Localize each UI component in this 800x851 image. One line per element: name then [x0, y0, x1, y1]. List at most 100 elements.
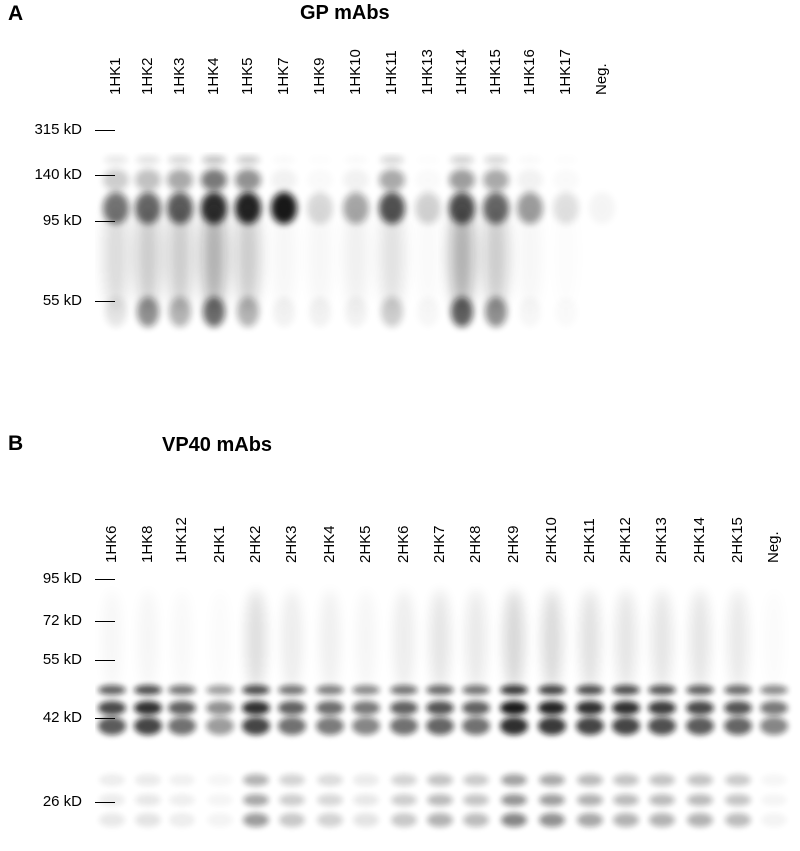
blot-band	[449, 169, 475, 191]
blot-band	[576, 717, 604, 735]
blot-band	[352, 701, 380, 715]
blot-band	[242, 717, 270, 735]
blot-band	[391, 774, 417, 786]
panel-b-title: VP40 mAbs	[162, 434, 273, 456]
blot-band	[104, 156, 128, 164]
blot-band	[390, 717, 418, 735]
panel_a-lane-label: 1HK1	[107, 57, 124, 95]
panel_b-marker-label: 42 kD	[42, 709, 82, 726]
blot-band	[390, 701, 418, 715]
blot-band	[135, 794, 161, 806]
blot-smear	[272, 200, 296, 310]
blot-band	[317, 794, 343, 806]
blot-band	[168, 685, 196, 695]
panel_a-lane-label: 1HK7	[275, 57, 292, 95]
panel_a-marker-label: 315 kD	[34, 121, 82, 138]
blot-band	[462, 717, 490, 735]
blot-band	[463, 813, 489, 827]
blot-band	[686, 701, 714, 715]
blot-smear	[466, 590, 486, 690]
blot-band	[278, 701, 306, 715]
blot-band	[168, 701, 196, 715]
blot-band	[137, 297, 159, 327]
blot-smear	[138, 590, 158, 690]
blot-band	[242, 701, 270, 715]
blot-band	[135, 169, 161, 191]
blot-band	[343, 169, 369, 191]
blot-band	[462, 701, 490, 715]
blot-smear	[518, 200, 542, 310]
blot-band	[500, 701, 528, 715]
blot-band	[501, 794, 527, 806]
blot-band	[236, 156, 260, 164]
blot-band	[517, 192, 543, 224]
blot-smear	[652, 590, 672, 690]
blot-smear	[210, 590, 230, 690]
blot-smear	[380, 200, 404, 310]
blot-smear	[172, 590, 192, 690]
blot-band	[553, 169, 579, 191]
blot-band	[99, 774, 125, 786]
panel_a-lane-label: 1HK15	[487, 49, 504, 95]
blot-band	[463, 794, 489, 806]
blot-band	[272, 156, 296, 164]
blot-band	[243, 813, 269, 827]
blot-smear	[136, 200, 160, 310]
blot-band	[589, 192, 615, 224]
blot-band	[169, 774, 195, 786]
blot-band	[484, 156, 508, 164]
panel_a-marker-label: 95 kD	[42, 212, 82, 229]
blot-smear	[416, 200, 440, 310]
blot-band	[612, 717, 640, 735]
blot-smear	[542, 590, 562, 690]
panel_a-lane-label: 1HK5	[239, 57, 256, 95]
blot-band	[724, 701, 752, 715]
blot-band	[415, 192, 441, 224]
blot-smear	[484, 200, 508, 310]
blot-band	[352, 685, 380, 695]
blot-band	[206, 717, 234, 735]
blot-smear	[102, 590, 122, 690]
blot-band	[380, 156, 404, 164]
blot-smear	[690, 590, 710, 690]
blot-band	[613, 794, 639, 806]
blot-band	[577, 794, 603, 806]
blot-band	[135, 774, 161, 786]
blot-band	[518, 156, 542, 164]
blot-smear	[450, 200, 474, 310]
panel_b-marker-tick	[95, 579, 115, 581]
blot-band	[169, 794, 195, 806]
panel_a-lane-label: 1HK13	[419, 49, 436, 95]
blot-band	[613, 774, 639, 786]
blot-band	[134, 701, 162, 715]
blot-band	[500, 717, 528, 735]
blot-band	[103, 169, 129, 191]
blot-band	[649, 813, 675, 827]
blot-band	[426, 717, 454, 735]
blot-band	[761, 813, 787, 827]
blot-band	[577, 813, 603, 827]
blot-band	[207, 774, 233, 786]
blot-band	[169, 297, 191, 327]
blot-band	[206, 685, 234, 695]
blot-smear	[616, 590, 636, 690]
blot-smear	[356, 590, 376, 690]
panel_a-lane-label: 1HK16	[521, 49, 538, 95]
blot-band	[648, 717, 676, 735]
blot-band	[279, 774, 305, 786]
blot-band	[271, 192, 297, 224]
blot-band	[416, 156, 440, 164]
panel_a-lane-label: 1HK9	[311, 57, 328, 95]
blot-smear	[580, 590, 600, 690]
blot-smear	[504, 590, 524, 690]
blot-band	[687, 794, 713, 806]
panel-a-title: GP mAbs	[300, 2, 390, 24]
blot-band	[539, 813, 565, 827]
panel_a-lane-label: 1HK4	[205, 57, 222, 95]
panel_a-lane-label: 1HK11	[383, 50, 400, 95]
blot-band	[279, 813, 305, 827]
blot-band	[381, 297, 403, 327]
blot-band	[168, 717, 196, 735]
blot-band	[555, 297, 577, 327]
panel_a-marker-tick	[95, 130, 115, 132]
